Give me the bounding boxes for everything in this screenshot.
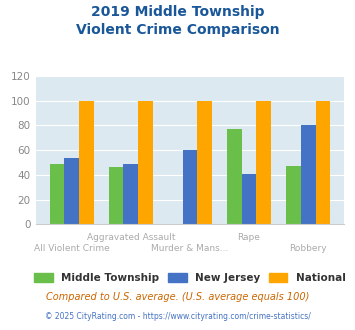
Text: Murder & Mans...: Murder & Mans... <box>151 244 229 253</box>
Bar <box>124 164 138 224</box>
Bar <box>197 101 212 224</box>
Bar <box>256 101 271 224</box>
Legend: Middle Township, New Jersey, National: Middle Township, New Jersey, National <box>31 270 349 286</box>
Bar <box>182 150 197 224</box>
Text: Robbery: Robbery <box>289 244 327 253</box>
Bar <box>242 174 256 224</box>
Bar <box>286 166 301 224</box>
Bar <box>50 164 64 224</box>
Bar <box>64 157 79 224</box>
Bar <box>109 168 124 224</box>
Bar <box>79 101 94 224</box>
Text: © 2025 CityRating.com - https://www.cityrating.com/crime-statistics/: © 2025 CityRating.com - https://www.city… <box>45 312 310 321</box>
Bar <box>227 129 242 224</box>
Text: All Violent Crime: All Violent Crime <box>34 244 110 253</box>
Text: Aggravated Assault: Aggravated Assault <box>87 233 175 242</box>
Bar <box>316 101 330 224</box>
Text: 2019 Middle Township
Violent Crime Comparison: 2019 Middle Township Violent Crime Compa… <box>76 5 279 37</box>
Bar <box>138 101 153 224</box>
Bar <box>301 125 316 224</box>
Text: Rape: Rape <box>237 233 261 242</box>
Text: Compared to U.S. average. (U.S. average equals 100): Compared to U.S. average. (U.S. average … <box>46 292 309 302</box>
